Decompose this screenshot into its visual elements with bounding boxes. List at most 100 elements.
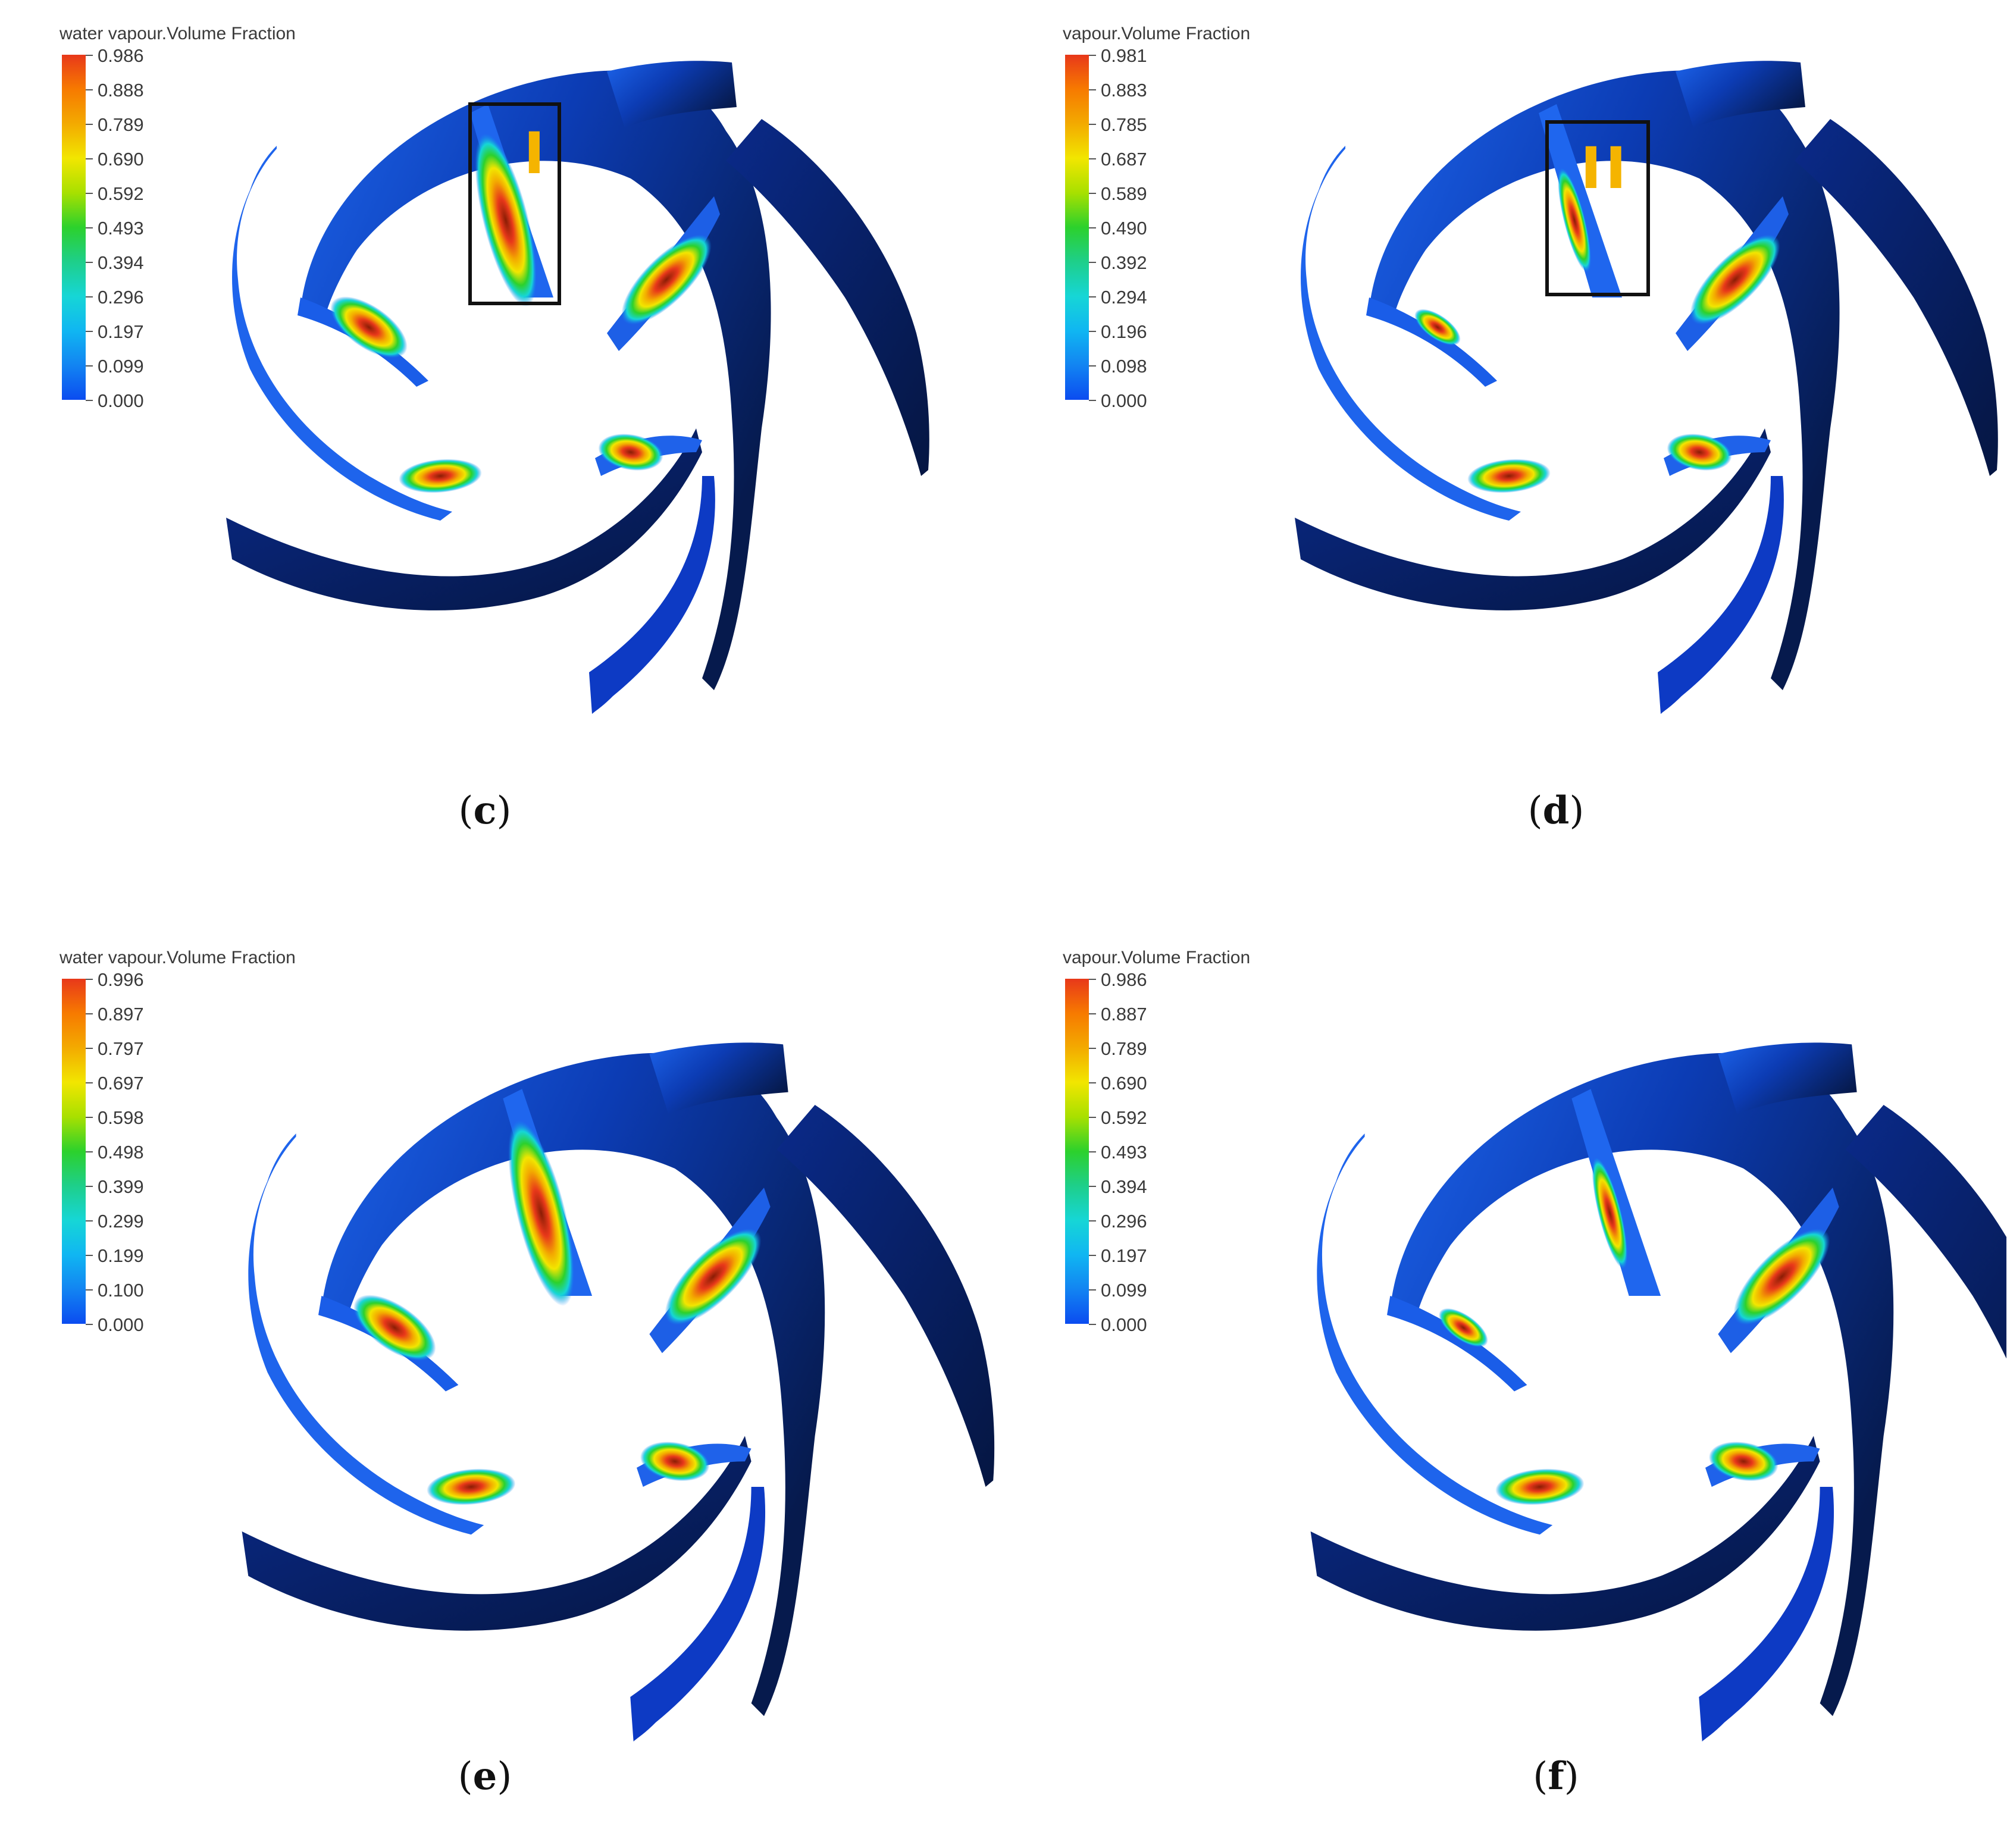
cavity-left-blade (330, 296, 408, 358)
colorbar-tick-mark (1089, 365, 1096, 367)
panel-c: water vapour.Volume Fraction 0.986 0.888 0… (0, 0, 1003, 924)
colorbar-tick-label: 0.394 (1101, 1176, 1147, 1197)
colorbar-tick-mark (86, 193, 93, 194)
highlight-rectangle (1545, 120, 1650, 296)
colorbar-tick-label: 0.299 (98, 1211, 144, 1232)
panel-letter: f (1548, 1754, 1564, 1799)
colorbar-tick-label: 0.690 (1101, 1073, 1147, 1094)
highlight-box (1545, 120, 1650, 296)
blade-tip (1718, 1042, 1857, 1115)
cavitation-regions (353, 1120, 762, 1505)
colorbar-tick-label: 0.394 (98, 252, 144, 273)
cavity-left-blade (353, 1295, 436, 1361)
colorbar-tick-mark (1089, 296, 1096, 297)
impeller-contour-plot (1310, 1042, 2006, 1741)
cavity-center-blade (1708, 1441, 1779, 1481)
colorbar-tick-label: 0.592 (98, 183, 144, 204)
colorbar-tick-mark (1089, 1048, 1096, 1049)
panel-f: vapour.Volume Fraction 0.986 0.887 0.789 0.… (1003, 924, 2006, 1848)
colorbar-tick-label: 0.687 (1101, 149, 1147, 170)
colorbar-tick-label: 0.589 (1101, 183, 1147, 204)
colorbar-tick-label: 0.099 (98, 356, 144, 377)
colorbar-tick-label: 0.000 (98, 390, 144, 411)
shroud-surface (1369, 70, 1840, 691)
colorbar-tick-mark (86, 1048, 93, 1049)
cavity-center-blade (598, 433, 663, 471)
impeller (226, 61, 929, 714)
panel-caption: (d) (1527, 788, 1585, 833)
colorbar-tick-label: 0.789 (1101, 1038, 1147, 1059)
colorbar-tick-label: 0.392 (1101, 252, 1147, 273)
cavity-right-blade (1690, 234, 1780, 325)
colorbar-tick-mark (1089, 55, 1096, 56)
panel-letter: e (472, 1754, 497, 1799)
blade-lower (242, 1436, 752, 1631)
panel-caption: (c) (458, 788, 512, 833)
colorbar-tick-mark (86, 89, 93, 90)
colorbar-tick-mark (86, 262, 93, 263)
colorbar-tick-mark (1089, 1117, 1096, 1118)
colorbar-tick-mark (86, 365, 93, 367)
cavity-center-blade (640, 1441, 710, 1481)
colorbar-tick-mark (86, 400, 93, 401)
colorbar-tick-mark (1089, 227, 1096, 228)
colorbar-tick-label: 0.196 (1101, 321, 1147, 342)
impeller-contour-plot (226, 61, 929, 714)
colorbar-tick-label: 0.498 (98, 1142, 144, 1163)
cavity-lower-blade (1467, 459, 1551, 493)
colorbar-tick-label: 0.797 (98, 1038, 144, 1059)
shroud-surface (321, 1053, 825, 1717)
colorbar-tick-label: 0.986 (98, 45, 144, 66)
colorbar-tick-mark (1089, 1186, 1096, 1187)
colorbar-tick-mark (1089, 1082, 1096, 1083)
legend-title: water vapour.Volume Fraction (60, 948, 296, 967)
blade-left-inner (1387, 1296, 1527, 1392)
blade-bottom (589, 476, 715, 714)
blade-right (726, 119, 929, 476)
blade-lower (1295, 428, 1771, 610)
cavity-lower-blade (427, 1468, 516, 1505)
colorbar-tick-label: 0.697 (98, 1073, 144, 1094)
highlight-box (468, 102, 561, 305)
colorbar-tick-label: 0.883 (1101, 80, 1147, 101)
colorbar-tick-label: 0.296 (1101, 1211, 1147, 1232)
cavitation-regions (330, 133, 712, 493)
colorbar-tick-label: 0.197 (1101, 1245, 1147, 1266)
blade-right (777, 1105, 995, 1487)
colorbar-tick-mark (86, 1082, 93, 1083)
region-marker-label: I (524, 120, 549, 187)
colorbar-tick-mark (1089, 1255, 1096, 1256)
blade-top-wedge (1571, 1089, 1661, 1296)
blade-bottom (1699, 1487, 1834, 1741)
cavitation-regions (1439, 1157, 1830, 1505)
impeller (1295, 61, 1998, 714)
colorbar-tick-mark (86, 331, 93, 332)
legend-title: water vapour.Volume Fraction (60, 24, 296, 43)
cavity-top-blade (508, 1120, 574, 1306)
colorbar-tick-mark (1089, 1151, 1096, 1152)
cavity-right-blade (665, 1228, 762, 1325)
colorbar-tick-label: 0.490 (1101, 218, 1147, 239)
impeller-contour-plot (242, 1042, 995, 1741)
blade-tip (607, 61, 737, 128)
colorbar-tick-mark (1089, 193, 1096, 194)
colorbar-tick-mark (86, 1151, 93, 1152)
colorbar-tick-label: 0.493 (1101, 1142, 1147, 1163)
cavity-lower-blade (1495, 1468, 1585, 1505)
impeller-contour-plot (1295, 61, 1998, 714)
blade-tip (649, 1042, 788, 1115)
colorbar-tick-mark (86, 1186, 93, 1187)
colorbar-tick-mark (86, 1255, 93, 1256)
colorbar-tick-label: 0.785 (1101, 114, 1147, 135)
cavity-lower-blade (399, 459, 482, 493)
colorbar-tick-mark (86, 1013, 93, 1014)
colorbar-tick-mark (86, 158, 93, 159)
colorbar-tick-label: 0.887 (1101, 1004, 1147, 1025)
colorbar-tick-mark (86, 227, 93, 228)
blade-bottom (1658, 476, 1784, 714)
panel-d: vapour.Volume Fraction 0.981 0.883 0.785 0.… (1003, 0, 2006, 924)
shroud-surface (300, 70, 771, 691)
panel-letter: c (473, 788, 497, 833)
colorbar-tick-mark (86, 1289, 93, 1291)
colorbar-tick-label: 0.592 (1101, 1107, 1147, 1128)
